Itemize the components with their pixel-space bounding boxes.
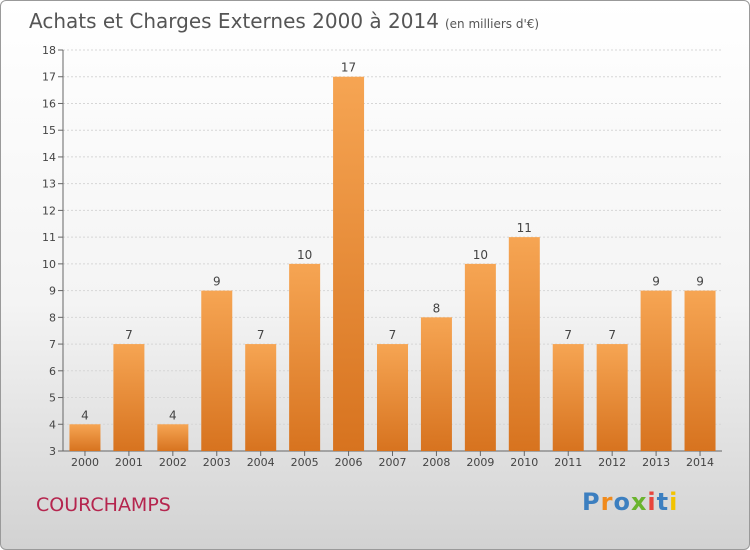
bar xyxy=(113,344,145,451)
chart-title: Achats et Charges Externes 2000 à 2014 (e… xyxy=(29,9,539,33)
data-label: 10 xyxy=(297,248,312,262)
logo-letter: P xyxy=(582,488,601,516)
y-tick-label: 11 xyxy=(42,231,56,244)
bar xyxy=(464,263,496,451)
data-label: 7 xyxy=(608,328,616,342)
y-tick-label: 14 xyxy=(42,151,56,164)
logo-letter: r xyxy=(600,488,614,516)
x-tick-label: 2003 xyxy=(203,456,231,469)
y-tick-label: 16 xyxy=(42,97,56,110)
x-tick-label: 2001 xyxy=(115,456,143,469)
bar xyxy=(596,344,628,451)
data-label: 7 xyxy=(125,328,133,342)
y-tick-label: 5 xyxy=(49,392,56,405)
y-tick-label: 10 xyxy=(42,258,56,271)
x-tick-label: 2014 xyxy=(686,456,714,469)
data-label: 4 xyxy=(169,408,177,422)
bar xyxy=(420,317,452,451)
data-label: 9 xyxy=(213,275,221,289)
y-tick-label: 7 xyxy=(49,338,56,351)
y-tick-label: 17 xyxy=(42,71,56,84)
data-label: 9 xyxy=(652,275,660,289)
bar xyxy=(245,344,277,451)
logo-letter: o xyxy=(613,488,631,516)
data-label: 11 xyxy=(517,221,532,235)
logo-letter: t xyxy=(656,488,670,516)
y-tick-label: 6 xyxy=(49,365,56,378)
y-tick-label: 4 xyxy=(49,418,56,431)
bar xyxy=(333,76,365,451)
data-label: 8 xyxy=(433,301,441,315)
x-tick-label: 2006 xyxy=(335,456,363,469)
chart-subtitle: (en milliers d'€) xyxy=(444,17,540,31)
x-tick-label: 2008 xyxy=(422,456,450,469)
bar xyxy=(201,290,233,451)
data-label: 7 xyxy=(257,328,265,342)
bar xyxy=(684,290,716,451)
bar xyxy=(157,424,189,451)
y-tick-label: 12 xyxy=(42,204,56,217)
y-tick-label: 8 xyxy=(49,311,56,324)
logo-letter: i xyxy=(647,488,657,516)
data-label: 17 xyxy=(341,61,356,75)
chart-title-text: Achats et Charges Externes 2000 à 2014 xyxy=(29,9,439,33)
commune-name: COURCHAMPS xyxy=(36,494,171,516)
data-label: 9 xyxy=(696,275,704,289)
bar xyxy=(640,290,672,451)
data-label: 7 xyxy=(389,328,397,342)
x-tick-label: 2000 xyxy=(71,456,99,469)
proxiti-logo: Proxiti xyxy=(582,488,678,516)
x-tick-label: 2007 xyxy=(379,456,407,469)
y-tick-label: 15 xyxy=(42,124,56,137)
y-tick-label: 3 xyxy=(49,445,56,458)
data-label: 4 xyxy=(81,408,89,422)
x-tick-label: 2005 xyxy=(291,456,319,469)
logo-letter: x xyxy=(630,488,648,516)
x-tick-label: 2004 xyxy=(247,456,275,469)
x-tick-label: 2002 xyxy=(159,456,187,469)
x-tick-label: 2011 xyxy=(554,456,582,469)
y-tick-label: 13 xyxy=(42,178,56,191)
x-tick-label: 2013 xyxy=(642,456,670,469)
y-tick-label: 18 xyxy=(42,44,56,57)
bar xyxy=(69,424,101,451)
x-tick-label: 2012 xyxy=(598,456,626,469)
bar xyxy=(377,344,408,451)
data-label: 7 xyxy=(564,328,572,342)
logo-letter: i xyxy=(669,488,679,516)
bar xyxy=(552,344,584,451)
bar xyxy=(289,263,321,451)
bar xyxy=(508,237,540,451)
data-label: 10 xyxy=(473,248,488,262)
y-tick-label: 9 xyxy=(49,285,56,298)
x-tick-label: 2009 xyxy=(466,456,494,469)
x-tick-label: 2010 xyxy=(510,456,538,469)
